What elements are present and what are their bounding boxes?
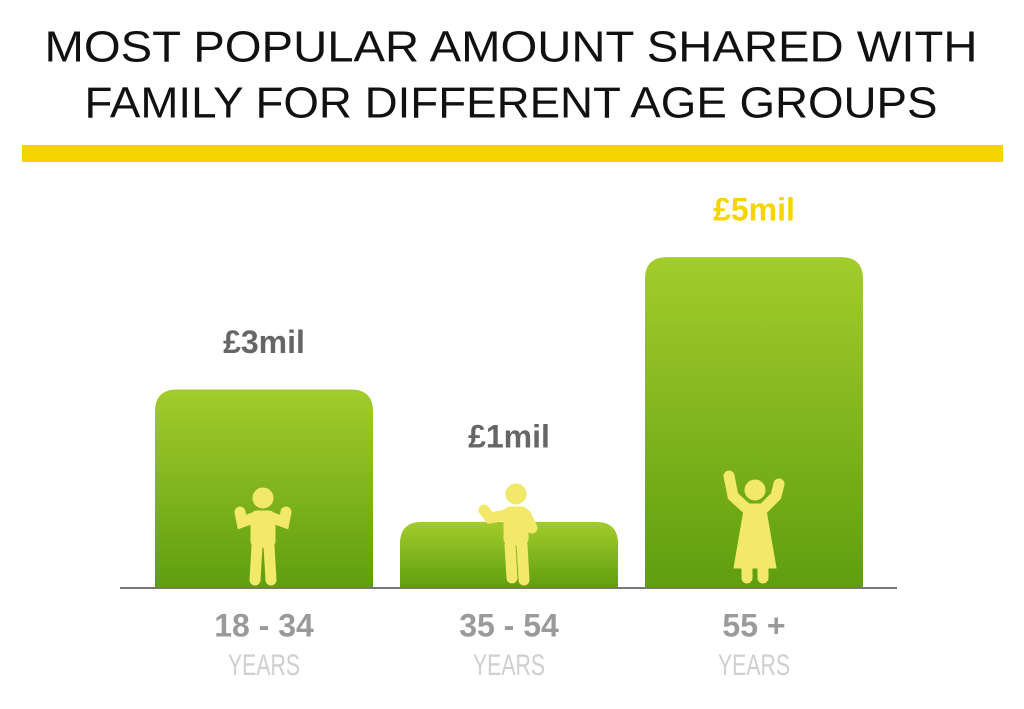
x-tick-sublabel: YEARS (473, 649, 545, 682)
figure-middle (478, 483, 538, 586)
figure-young (234, 487, 292, 586)
chart-title: FAMILY FOR DIFFERENT AGE GROUPS (85, 79, 938, 128)
x-tick-sublabel: YEARS (718, 649, 790, 682)
x-tick-label: 18 - 34 (214, 607, 314, 643)
bar (645, 257, 863, 588)
value-label: £1mil (468, 418, 550, 454)
x-tick-sublabel: YEARS (228, 649, 300, 682)
value-label: £3mil (223, 324, 305, 360)
bars (155, 257, 863, 588)
x-tick-label: 35 - 54 (459, 607, 559, 643)
value-label: £5mil (713, 192, 795, 228)
chart-title: MOST POPULAR AMOUNT SHARED WITH (45, 23, 978, 72)
x-tick-label: 55 + (722, 607, 785, 643)
title-rule (22, 145, 1003, 162)
figure-senior (723, 470, 785, 584)
